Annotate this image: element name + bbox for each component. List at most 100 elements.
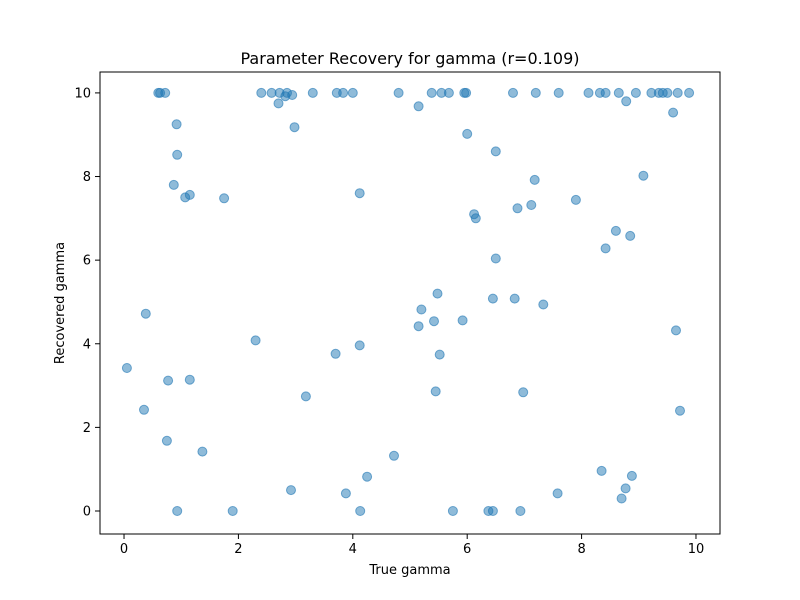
data-point-69: [354, 340, 365, 351]
x-tick-label-5: 10: [688, 542, 705, 557]
data-point-74: [184, 374, 195, 385]
data-point-50: [526, 200, 537, 210]
data-point-11: [338, 87, 349, 98]
data-point-43: [529, 174, 540, 185]
data-point-35: [621, 96, 632, 107]
data-point-59: [487, 293, 498, 304]
data-point-21: [553, 87, 564, 98]
data-point-38: [289, 122, 300, 133]
data-point-88: [340, 488, 351, 499]
data-point-24: [600, 87, 611, 98]
data-point-61: [538, 299, 549, 310]
data-point-30: [662, 87, 673, 98]
data-point-53: [470, 213, 481, 224]
data-point-73: [163, 375, 174, 386]
y-axis-label: Recovered gamma: [53, 242, 68, 364]
data-point-58: [432, 288, 443, 299]
x-tick-label-3: 6: [463, 542, 471, 557]
data-point-55: [625, 230, 636, 241]
data-point-71: [434, 349, 445, 360]
data-point-64: [429, 316, 439, 327]
data-point-41: [490, 146, 501, 157]
data-point-36: [668, 107, 679, 118]
data-point-72: [121, 363, 132, 373]
data-point-97: [515, 506, 526, 516]
data-point-20: [530, 87, 541, 98]
data-point-86: [620, 483, 631, 494]
data-point-18: [461, 87, 472, 98]
data-point-57: [490, 253, 501, 264]
data-point-93: [355, 506, 366, 516]
data-point-96: [487, 506, 498, 516]
data-point-89: [552, 488, 563, 499]
data-point-19: [508, 87, 518, 98]
data-point-68: [250, 335, 261, 346]
data-point-33: [273, 98, 284, 109]
x-axis: 0 2 4 6 8 10: [120, 534, 704, 557]
data-point-14: [426, 87, 437, 98]
data-point-2: [160, 87, 171, 98]
data-point-65: [457, 315, 468, 326]
data-point-47: [180, 192, 191, 203]
data-point-39: [462, 128, 473, 139]
data-point-75: [430, 386, 441, 397]
x-tick-label-2: 4: [349, 542, 357, 557]
data-point-63: [140, 308, 151, 319]
data-point-22: [583, 87, 594, 98]
plot-frame: [99, 71, 721, 535]
data-point-94: [447, 506, 458, 516]
data-point-12: [347, 87, 358, 98]
data-point-51: [512, 203, 523, 214]
data-point-62: [416, 304, 427, 315]
data-point-49: [570, 194, 581, 205]
data-point-66: [413, 321, 424, 332]
data-point-78: [139, 404, 149, 415]
data-point-32: [684, 87, 695, 98]
data-point-3: [256, 87, 267, 98]
data-point-60: [509, 293, 520, 304]
data-point-80: [161, 435, 172, 446]
y-tick-label-1: 2: [83, 421, 91, 436]
data-point-37: [171, 119, 182, 130]
data-point-45: [354, 188, 365, 199]
data-point-40: [172, 149, 183, 160]
x-tick-label-0: 0: [120, 542, 128, 557]
data-point-25: [613, 87, 624, 98]
x-tick-label-1: 2: [234, 542, 242, 557]
data-point-9: [307, 87, 318, 98]
data-point-34: [413, 101, 424, 112]
data-point-84: [626, 470, 637, 481]
data-point-13: [393, 87, 404, 98]
y-tick-label-4: 8: [83, 170, 91, 185]
data-point-79: [675, 405, 685, 416]
y-tick-label-5: 10: [74, 86, 91, 101]
x-axis-label: True gamma: [368, 563, 450, 578]
data-point-77: [300, 391, 311, 402]
y-tick-label-2: 4: [83, 337, 91, 352]
data-point-48: [219, 193, 230, 204]
data-point-16: [443, 87, 454, 98]
data-point-82: [389, 450, 399, 461]
data-point-92: [227, 506, 238, 516]
data-point-56: [600, 243, 611, 254]
data-point-91: [172, 506, 183, 516]
data-point-76: [518, 387, 529, 398]
data-point-31: [672, 87, 683, 98]
chart-title: Parameter Recovery for gamma (r=0.109): [241, 49, 580, 68]
data-point-85: [362, 471, 373, 482]
data-point-44: [168, 179, 179, 190]
points-layer: [121, 87, 695, 516]
y-tick-label-3: 6: [83, 254, 91, 269]
data-point-70: [330, 348, 341, 359]
data-point-67: [671, 325, 681, 336]
x-tick-label-4: 8: [577, 542, 585, 557]
data-point-81: [197, 446, 208, 457]
y-axis: 0 2 4 6 8 10: [74, 86, 100, 520]
data-point-54: [610, 225, 621, 236]
data-point-90: [616, 493, 627, 504]
data-point-26: [630, 87, 641, 98]
y-tick-label-0: 0: [83, 505, 91, 520]
data-point-83: [596, 465, 607, 476]
